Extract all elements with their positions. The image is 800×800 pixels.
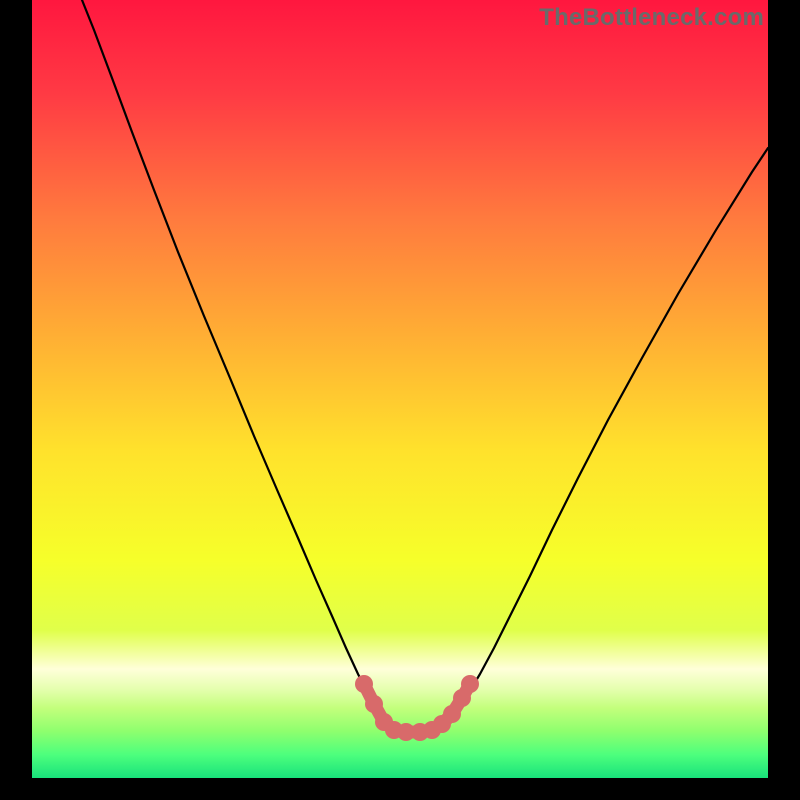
chart-svg <box>32 0 768 778</box>
chart-container: { "canvas": { "width": 800, "height": 80… <box>0 0 800 800</box>
plot-area <box>32 0 768 778</box>
watermark-text: TheBottleneck.com <box>539 4 764 32</box>
